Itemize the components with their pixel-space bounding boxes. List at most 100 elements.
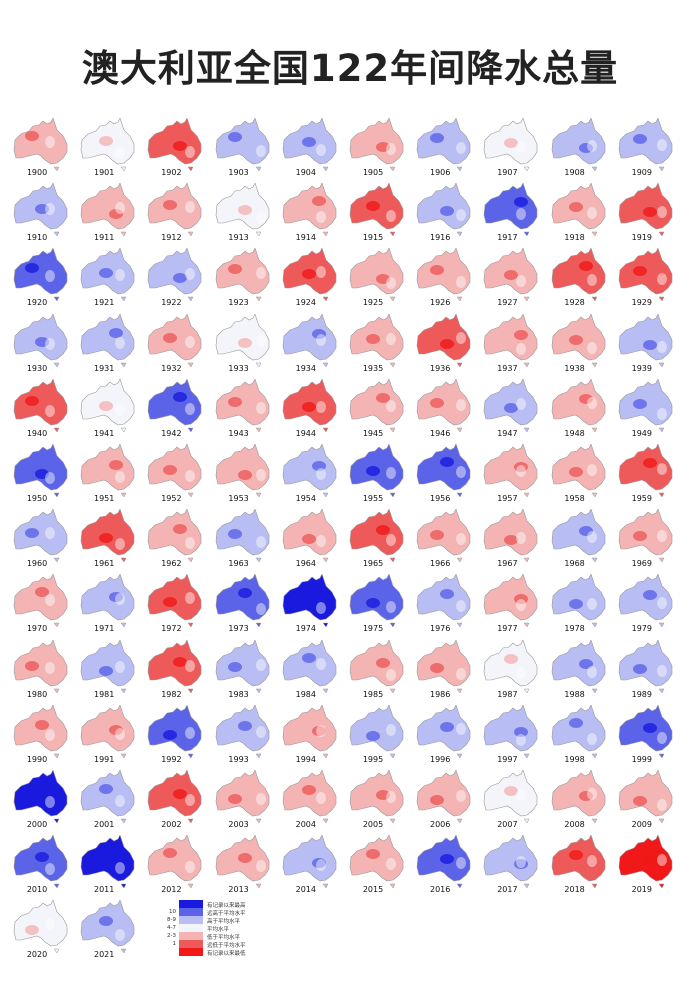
map-1950: 1950 xyxy=(8,444,74,508)
year-label: 1916 xyxy=(430,233,451,243)
year-label: 1993 xyxy=(228,754,249,764)
australia-map xyxy=(148,835,202,889)
australia-map xyxy=(215,444,269,498)
year-label: 1947 xyxy=(497,428,518,438)
map-2007: 2007 xyxy=(478,770,544,834)
australia-map xyxy=(349,574,404,628)
year-label: 1908 xyxy=(564,168,585,177)
year-label: 1941 xyxy=(94,428,115,438)
year-label: 2001 xyxy=(94,820,115,829)
map-1977: 1977 xyxy=(478,574,544,638)
australia-map xyxy=(282,704,337,759)
australia-map xyxy=(551,118,605,172)
legend-label: 高于平均水平 xyxy=(207,919,241,925)
year-label: 1901 xyxy=(94,168,115,177)
australia-map xyxy=(484,444,538,498)
year-label: 2013 xyxy=(228,885,249,895)
year-label: 2018 xyxy=(564,885,585,895)
map-1953: 1953 xyxy=(210,444,276,508)
year-label: 2020 xyxy=(26,950,48,960)
legend-swatch xyxy=(179,900,203,908)
map-2000: 2000 xyxy=(8,770,74,834)
australia-map xyxy=(618,639,673,694)
australia-map xyxy=(148,118,202,172)
year-label: 2011 xyxy=(94,885,115,895)
map-1965: 1965 xyxy=(344,509,410,573)
map-2006: 2006 xyxy=(411,770,477,834)
year-label: 1977 xyxy=(497,624,518,634)
map-1910: 1910 xyxy=(8,183,74,247)
map-1998: 1998 xyxy=(546,704,612,769)
map-1961: 1961 xyxy=(75,509,141,573)
year-label: 1985 xyxy=(362,689,384,699)
australia-map xyxy=(148,509,202,563)
australia-map xyxy=(13,118,68,172)
australia-map xyxy=(551,574,605,628)
year-label: 2016 xyxy=(430,885,451,895)
year-label: 1975 xyxy=(362,624,384,634)
australia-map xyxy=(618,835,673,889)
year-label: 1991 xyxy=(94,754,115,764)
year-label: 1904 xyxy=(295,168,316,177)
year-label: 1954 xyxy=(295,494,316,503)
australia-map xyxy=(349,639,404,694)
map-1952: 1952 xyxy=(142,444,208,508)
map-1992: 1992 xyxy=(142,704,208,769)
map-1917: 1917 xyxy=(478,183,544,247)
map-1903: 1903 xyxy=(210,118,276,182)
australia-map xyxy=(551,770,605,824)
legend-rank: 1 xyxy=(172,941,177,947)
map-1945: 1945 xyxy=(344,378,410,443)
map-2014: 2014 xyxy=(277,835,343,899)
australia-map xyxy=(618,770,673,824)
map-1944: 1944 xyxy=(277,378,343,443)
map-1969: 1969 xyxy=(613,509,679,573)
year-label: 1921 xyxy=(94,298,115,308)
australia-map xyxy=(215,639,269,694)
legend-item: 有记录以来最低 xyxy=(158,948,298,957)
year-label: 1929 xyxy=(631,298,652,308)
australia-map xyxy=(282,313,337,368)
australia-map xyxy=(416,118,471,172)
year-label: 1902 xyxy=(161,168,182,177)
australia-map xyxy=(416,770,471,824)
legend-label: 远低于平均水平 xyxy=(207,943,246,949)
australia-map xyxy=(282,444,337,498)
map-2013: 2013 xyxy=(210,835,276,899)
map-1987: 1987 xyxy=(478,639,544,704)
australia-map xyxy=(551,835,605,889)
map-1920: 1920 xyxy=(8,248,74,312)
australia-map xyxy=(349,118,404,172)
map-1967: 1967 xyxy=(478,509,544,573)
map-1929: 1929 xyxy=(613,248,679,312)
legend-swatch xyxy=(179,940,203,948)
australia-map xyxy=(349,704,404,759)
year-label: 1928 xyxy=(564,298,585,308)
year-label: 1965 xyxy=(362,559,384,569)
map-1906: 1906 xyxy=(411,118,477,182)
year-label: 1911 xyxy=(94,233,115,243)
map-1943: 1943 xyxy=(210,378,276,443)
australia-map xyxy=(148,770,202,824)
legend-label: 远高于平均水平 xyxy=(207,911,246,917)
australia-map xyxy=(80,704,135,759)
year-label: 1914 xyxy=(295,233,316,243)
year-label: 1945 xyxy=(362,428,384,438)
australia-map xyxy=(484,835,538,889)
year-label: 2015 xyxy=(362,885,384,895)
australia-map xyxy=(282,770,337,824)
australia-map xyxy=(13,574,68,628)
legend-label: 平均水平 xyxy=(207,927,230,933)
map-2009: 2009 xyxy=(613,770,679,834)
map-2001: 2001 xyxy=(75,770,141,834)
australia-map xyxy=(349,509,404,563)
year-label: 1997 xyxy=(497,754,518,764)
australia-map xyxy=(148,183,202,237)
year-label: 2007 xyxy=(497,820,518,829)
year-label: 1979 xyxy=(631,624,652,634)
map-1994: 1994 xyxy=(277,704,343,769)
map-1962: 1962 xyxy=(142,509,208,573)
year-label: 1930 xyxy=(26,363,48,373)
year-label: 2006 xyxy=(430,820,451,829)
map-1923: 1923 xyxy=(210,248,276,312)
